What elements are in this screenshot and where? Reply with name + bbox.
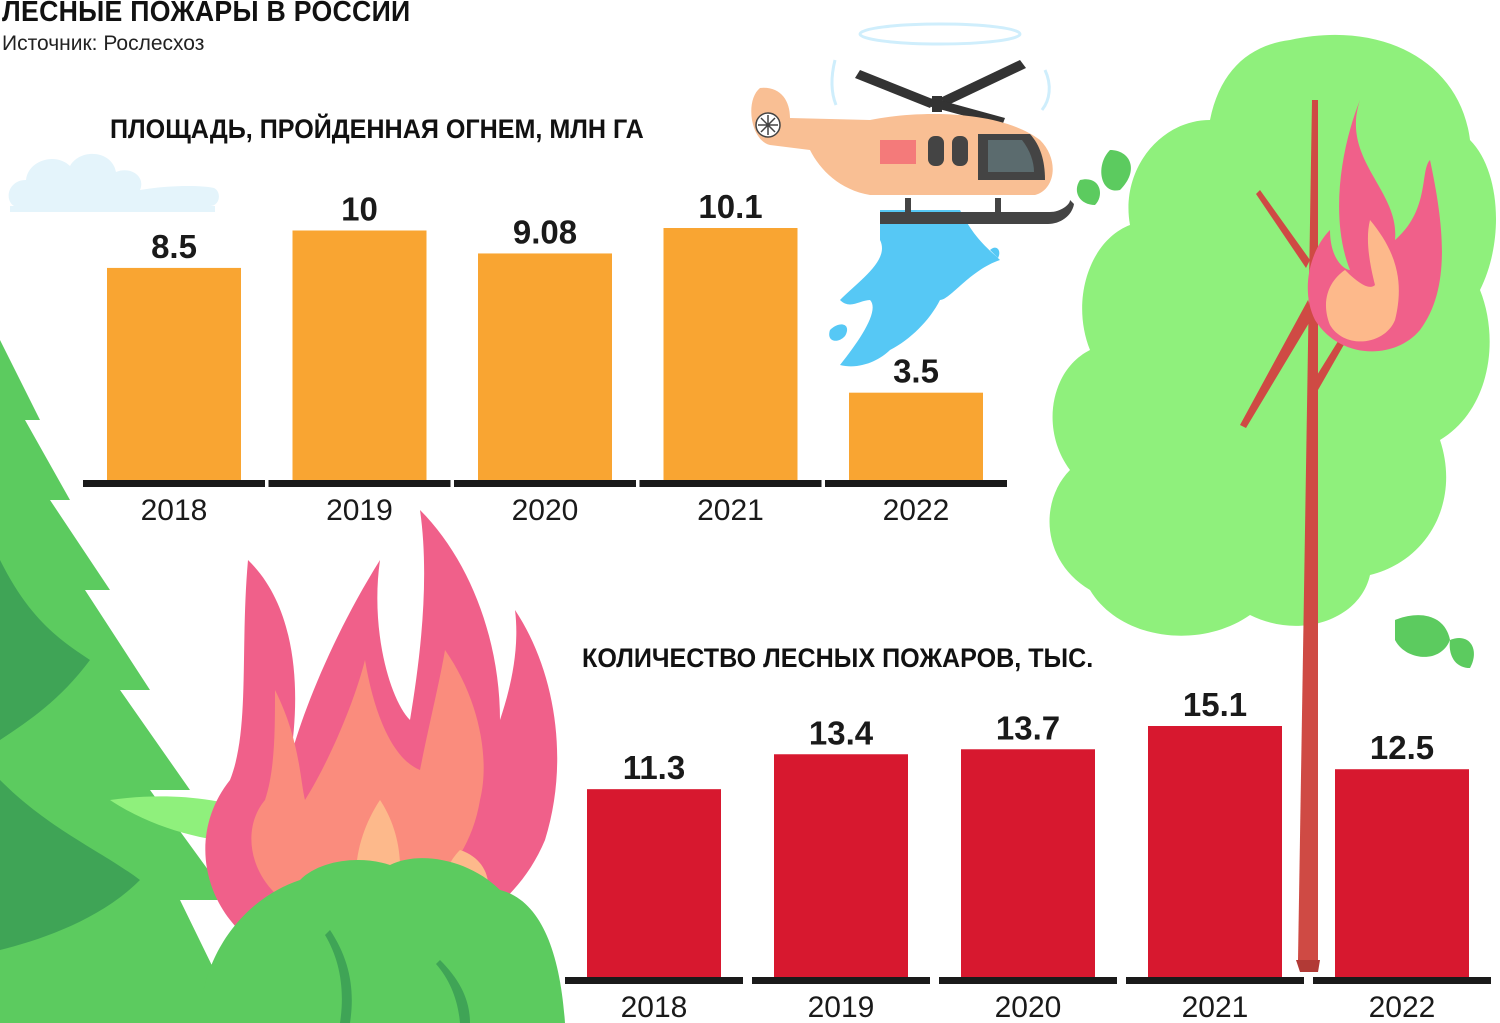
bar-2020 [478, 253, 612, 480]
value-label: 11.3 [623, 749, 685, 786]
chart-title-area-burned: ПЛОЩАДЬ, ПРОЙДЕННАЯ ОГНЕМ, МЛН ГА [110, 114, 644, 144]
axis-baseline-segment [939, 977, 1117, 984]
value-label: 12.5 [1370, 729, 1434, 766]
tree-trunk-icon [1240, 100, 1350, 972]
axis-baseline-segment [1126, 977, 1304, 984]
value-label: 13.7 [996, 709, 1060, 746]
bar-2018 [107, 267, 241, 480]
x-tick-label: 2018 [141, 494, 208, 527]
value-label: 9.08 [513, 213, 577, 250]
water-stream-icon [829, 210, 1000, 367]
axis-baseline-segment [83, 480, 265, 487]
axis-baseline-segment [454, 480, 636, 487]
x-tick-label: 2018 [621, 991, 688, 1023]
bush-icon [200, 858, 565, 1023]
page-title: ЛЕСНЫЕ ПОЖАРЫ В РОССИИ [2, 0, 411, 28]
x-tick-label: 2022 [1369, 991, 1436, 1023]
x-tick-label: 2021 [697, 494, 764, 527]
axis-baseline-segment [825, 480, 1007, 487]
x-tick-label: 2019 [808, 991, 875, 1023]
value-label: 10 [341, 190, 378, 227]
decor-cloud-icon [10, 206, 215, 212]
x-tick-label: 2020 [995, 991, 1062, 1023]
chart-title-fires-count: КОЛИЧЕСТВО ЛЕСНЫХ ПОЖАРОВ, ТЫС. [582, 643, 1094, 673]
value-label: 8.5 [151, 228, 197, 265]
bar-2019 [774, 754, 908, 977]
decor-cloud-icon [8, 153, 219, 206]
fires-count-chart: 11.3 2018 13.4 2019 13.7 2020 15.1 2021 12.5 2022 [565, 686, 1491, 1023]
axis-baseline-segment [565, 977, 743, 984]
fir-tree-icon [0, 340, 240, 1023]
x-tick-label: 2019 [326, 494, 393, 527]
axis-baseline-segment [639, 480, 822, 487]
helicopter-icon [751, 22, 1074, 224]
background-tree-icon [1049, 34, 1497, 668]
bar-2018 [587, 789, 721, 977]
tree-flame-icon [1307, 100, 1442, 352]
area-burned-chart: 8.5 2018 10 2019 9.08 2020 10.1 2021 3.5 2022 [83, 188, 1007, 527]
axis-baseline-segment [752, 977, 930, 984]
bar-2020 [961, 749, 1095, 977]
bar-2019 [292, 230, 427, 480]
value-label: 13.4 [809, 714, 874, 751]
x-tick-label: 2020 [512, 494, 579, 527]
bar-2022 [1335, 769, 1469, 977]
x-tick-label: 2021 [1182, 991, 1249, 1023]
value-label: 15.1 [1183, 686, 1247, 723]
axis-baseline-segment [268, 480, 451, 487]
axis-baseline-segment [1313, 977, 1491, 984]
value-label: 10.1 [698, 188, 762, 225]
bar-2021 [663, 228, 798, 480]
source-note: Источник: Рослесхоз [2, 32, 205, 55]
bar-2021 [1148, 726, 1282, 977]
x-tick-label: 2022 [883, 494, 950, 527]
bar-2022 [849, 392, 983, 480]
value-label: 3.5 [893, 353, 939, 390]
